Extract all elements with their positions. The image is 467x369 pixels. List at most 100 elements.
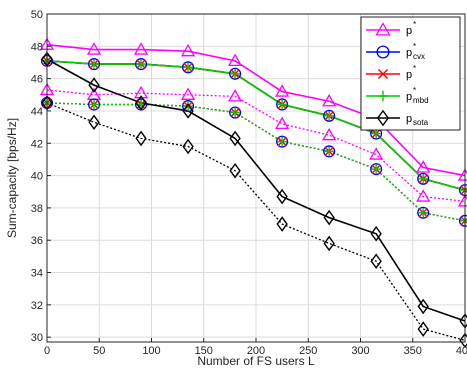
legend-sup: * (413, 42, 416, 51)
x-tick-label: 150 (195, 345, 213, 357)
series-marker-8 (229, 130, 241, 147)
series-marker-6 (277, 99, 287, 110)
series-marker-8 (135, 95, 147, 111)
legend-marker-3 (377, 90, 389, 102)
series-marker-7 (371, 164, 381, 174)
legend-base: p (406, 69, 412, 81)
series-marker-2 (135, 58, 148, 71)
x-tick-label: 250 (299, 345, 317, 357)
y-tick-label: 40 (31, 171, 43, 183)
series-line-8 (46, 58, 466, 322)
series-marker-1 (416, 189, 431, 202)
x-axis-label: Number of FS users L (197, 354, 315, 368)
series-marker-0 (133, 42, 149, 55)
series-marker-0 (86, 42, 102, 55)
series-marker-1 (227, 89, 243, 102)
series-marker-2 (276, 98, 289, 111)
y-tick-label: 48 (31, 41, 43, 53)
legend-base: p (406, 25, 412, 37)
series-marker-0 (275, 84, 290, 97)
y-axis-ticks: 30 32 34 36 38 40 42 44 46 48 50 (31, 9, 51, 344)
series-marker-8 (323, 209, 335, 226)
series-lines (46, 43, 466, 342)
legend-label-3: p* mbd (406, 86, 429, 105)
y-tick-label: 32 (31, 300, 43, 312)
series-marker-3 (87, 98, 101, 111)
series-marker-0 (180, 43, 196, 57)
series-marker-1 (133, 85, 149, 99)
legend-base: p (406, 47, 412, 59)
series-marker-9 (182, 138, 194, 155)
y-axis-label: Sum-capacity [bps/Hz] (5, 118, 19, 238)
x-tick-label: 50 (93, 345, 105, 357)
legend-marker-1 (376, 45, 390, 59)
series-marker-9 (417, 321, 429, 337)
series-marker-1 (369, 147, 384, 160)
series-marker-2 (229, 67, 242, 80)
series-marker-7 (230, 107, 240, 118)
series-marker-8 (276, 188, 288, 205)
legend-sub: cvx (413, 52, 425, 61)
series-marker-3 (182, 100, 195, 113)
series-marker-2 (182, 61, 195, 74)
series-marker-9 (88, 114, 100, 131)
x-tick-label: 350 (404, 345, 422, 357)
series-marker-6 (418, 174, 428, 184)
series-marker-6 (89, 59, 99, 69)
x-tick-label: 100 (142, 345, 160, 357)
legend-label-4: psota (406, 113, 429, 127)
legend-marker-2 (377, 68, 389, 80)
series-marker-3 (276, 135, 289, 148)
series-marker-2 (87, 58, 101, 71)
x-tick-label: 0 (44, 345, 50, 357)
series-line-1 (46, 89, 466, 203)
legend-label-0: p* (406, 20, 416, 37)
series-marker-7 (277, 136, 287, 147)
series-marker-8 (88, 77, 100, 93)
series-marker-9 (370, 253, 382, 270)
legend-marker-4 (376, 109, 390, 127)
series-marker-3 (229, 106, 242, 119)
series-marker-6 (324, 110, 334, 121)
series-marker-1 (180, 87, 196, 100)
x-tick-label: 400 (456, 345, 467, 357)
legend-sup: * (413, 86, 416, 95)
series-marker-1 (275, 116, 290, 130)
series-marker-7 (183, 101, 193, 111)
legend-sub: mbd (413, 96, 429, 105)
legend-base: p (406, 113, 412, 125)
y-tick-label: 36 (31, 235, 43, 247)
series-marker-1 (322, 127, 337, 141)
series-marker-3 (370, 163, 383, 176)
legend-sub: sota (413, 118, 429, 127)
series-marker-8 (417, 298, 429, 315)
series-marker-9 (323, 235, 335, 252)
y-tick-label: 34 (31, 268, 43, 280)
series-line-7 (46, 102, 466, 222)
legend-sup: * (413, 64, 416, 73)
y-tick-label: 46 (31, 74, 43, 86)
y-tick-label: 30 (31, 332, 43, 344)
x-tick-label: 200 (247, 345, 265, 357)
series-marker-7 (418, 207, 428, 218)
series-marker-2 (323, 109, 336, 122)
series-line-9 (46, 102, 466, 342)
legend-label-2: p* (406, 64, 416, 81)
series-line-0 (46, 43, 466, 177)
series-marker-9 (135, 130, 147, 147)
legend-label-1: p* cvx (406, 42, 425, 61)
series-marker-3 (323, 145, 336, 158)
series-marker-6 (230, 68, 240, 79)
series-marker-0 (416, 160, 431, 173)
series-marker-9 (229, 162, 241, 179)
y-tick-label: 42 (31, 138, 43, 150)
series-marker-8 (182, 103, 194, 119)
y-tick-label: 50 (31, 9, 43, 21)
series-marker-7 (324, 146, 334, 157)
legend-base: p (406, 91, 412, 103)
x-axis-ticks: 0 50 100 150 200 250 300 350 400 (44, 338, 467, 357)
series-marker-3 (417, 206, 430, 219)
series-marker-7 (89, 99, 99, 110)
series-marker-6 (136, 59, 146, 69)
